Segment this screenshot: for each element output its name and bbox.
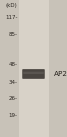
Text: (kD): (kD) [6, 3, 17, 8]
Text: 26-: 26- [8, 96, 17, 101]
Text: 19-: 19- [8, 113, 17, 118]
Bar [19, 0, 49, 137]
Text: 117-: 117- [5, 15, 17, 20]
Text: 48-: 48- [8, 62, 17, 67]
FancyBboxPatch shape [23, 72, 44, 74]
FancyBboxPatch shape [22, 69, 45, 79]
Text: AP2C: AP2C [54, 71, 67, 77]
Text: 34-: 34- [8, 80, 17, 85]
Text: 85-: 85- [8, 32, 17, 37]
